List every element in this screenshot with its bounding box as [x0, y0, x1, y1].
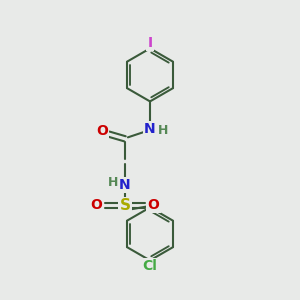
Text: O: O	[148, 198, 160, 212]
Text: N: N	[144, 122, 156, 136]
Text: Cl: Cl	[142, 259, 158, 273]
Text: N: N	[119, 178, 131, 192]
Text: H: H	[107, 176, 118, 189]
Text: I: I	[147, 36, 153, 50]
Text: O: O	[91, 198, 102, 212]
Text: O: O	[96, 124, 108, 138]
Text: S: S	[119, 198, 130, 213]
Text: H: H	[158, 124, 168, 137]
